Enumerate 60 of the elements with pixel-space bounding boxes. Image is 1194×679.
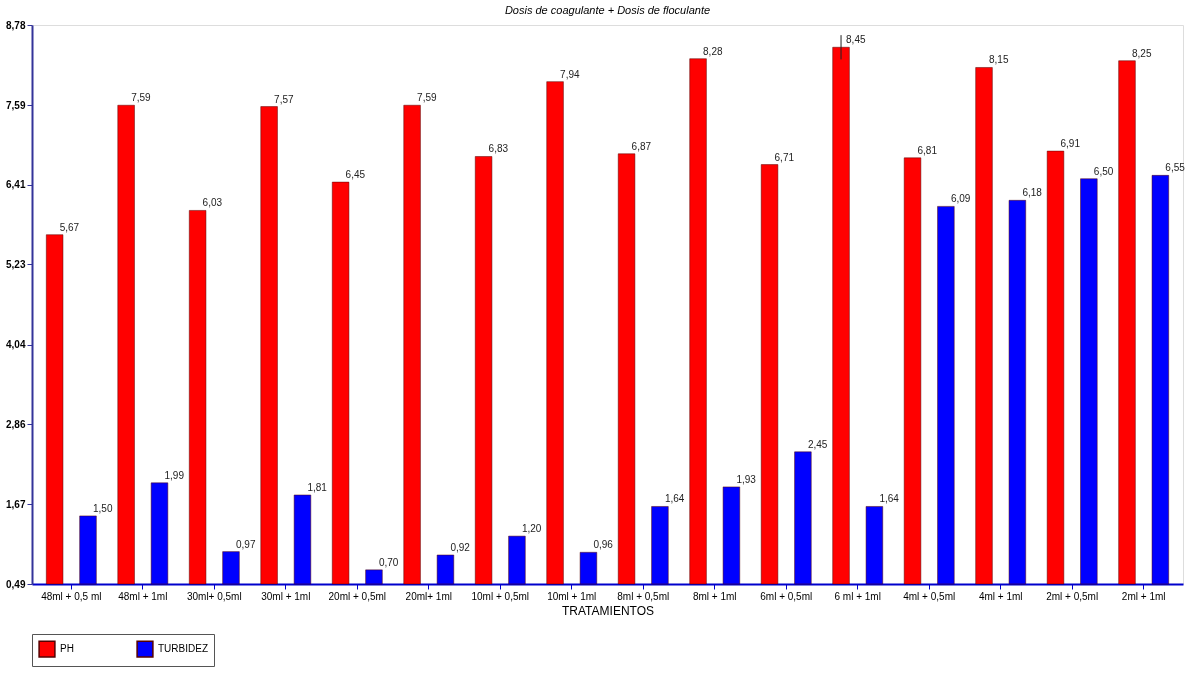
data-label: 6,81 [917,144,938,156]
x-tick-label: 20ml+ 1ml [405,590,452,602]
x-axis-title: TRATAMIENTOS [561,603,655,618]
x-tick-label: 4ml + 0,5ml [903,590,956,602]
data-label: 6,83 [488,143,509,155]
data-label: 0,92 [450,542,471,553]
x-tick-label: 2ml + 1ml [1121,590,1166,602]
data-label: 1,81 [307,481,328,493]
data-label: 6,18 [1022,187,1043,199]
x-tick-label: 30ml+ 0,5ml [186,590,242,602]
x-tick-label: 10ml + 1ml [547,590,597,602]
data-label: 0,96 [593,539,614,551]
x-tick-label: 10ml + 0,5ml [471,590,530,602]
x-tick-label: 48ml + 0,5 ml [41,590,102,602]
x-tick-label: 4ml + 1ml [978,590,1023,602]
data-label: 1,64 [879,493,900,505]
x-tick-label: 6 ml + 1ml [834,590,881,602]
y-tick-label: 2,86 [6,418,26,430]
x-tick-label: 20ml + 0,5ml [328,590,387,602]
data-label: 6,50 [1093,165,1114,177]
y-tick-label: 8,78 [6,19,26,31]
data-label: 0,70 [378,556,399,568]
legend-label: TURBIDEZ [158,643,208,655]
x-tick-label: 2ml + 0,5ml [1046,590,1099,602]
data-label: 7,59 [417,92,437,104]
data-label: 7,57 [274,93,295,105]
data-label: 5,67 [59,221,80,233]
data-label: 6,91 [1060,138,1081,150]
data-label: 6,09 [950,193,971,205]
data-label: 1,20 [521,523,542,535]
y-tick-label: 7,59 [6,99,26,111]
data-label: 1,99 [164,469,185,481]
data-label: 8,15 [989,54,1009,66]
legend-label: PH [60,643,74,655]
data-label: 1,93 [736,473,757,485]
y-tick-label: 4,04 [6,339,26,351]
data-label: 2,45 [807,438,828,450]
data-label: 6,71 [774,151,795,163]
y-tick-label: 0,49 [6,578,26,590]
y-tick-label: 5,23 [6,258,26,270]
x-tick-label: 48ml + 1ml [118,590,168,602]
x-tick-label: 8ml + 0,5ml [617,590,670,602]
data-label: 6,03 [202,197,223,209]
data-label: 7,94 [560,68,580,80]
data-label: 8,28 [703,45,723,57]
data-label: 1,50 [93,502,113,514]
y-tick-label: 6,41 [6,179,26,191]
x-tick-label: 6ml + 0,5ml [760,590,813,602]
data-label: 6,55 [1165,162,1186,174]
x-tick-label: 30ml + 1ml [261,590,311,602]
data-label: 7,59 [131,92,152,104]
data-label: 6,45 [345,169,366,181]
data-label: 6,87 [631,140,652,152]
y-tick-label: 1,67 [6,498,26,510]
x-tick-label: 8ml + 1ml [692,590,737,602]
data-label: 1,64 [664,493,685,505]
data-label: 8,25 [1132,47,1152,59]
data-label: 0,97 [235,538,256,550]
chart-title: Dosis de coagulante + Dosis de floculante [504,4,711,16]
data-label: 8,45 [846,34,866,46]
